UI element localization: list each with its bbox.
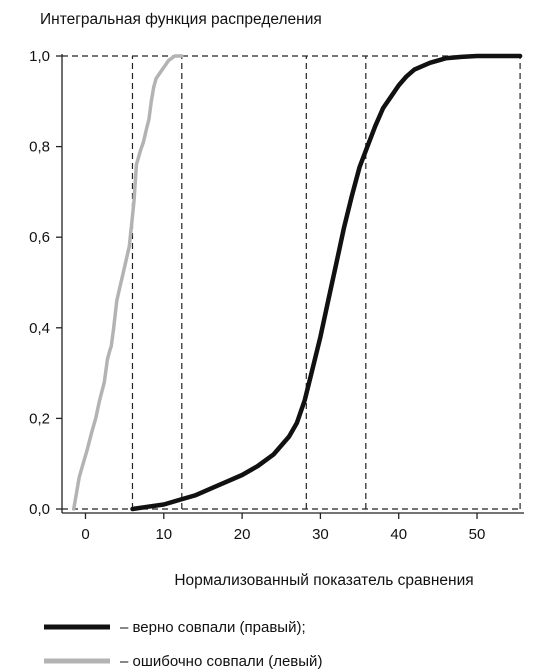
y-tick-label: 0,8 xyxy=(29,139,50,156)
x-ticks: 0 10 20 30 40 50 xyxy=(81,513,485,543)
y-tick-label: 0,0 xyxy=(29,501,50,518)
series-layer xyxy=(71,53,523,512)
x-tick-label: 10 xyxy=(155,526,172,543)
x-tick-label: 40 xyxy=(390,526,407,543)
legend-label-correct: – верно совпали (правый); xyxy=(120,619,306,636)
y-tick-label: 1,0 xyxy=(29,48,50,65)
legend: – верно совпали (правый); – ошибочно сов… xyxy=(44,619,322,670)
reference-lines xyxy=(62,55,521,510)
y-tick-label: 0,4 xyxy=(29,320,50,337)
x-tick-label: 50 xyxy=(469,526,486,543)
x-tick-label: 20 xyxy=(234,526,251,543)
series-line-incorrect xyxy=(71,54,184,511)
x-tick-label: 0 xyxy=(81,526,89,543)
y-axis-title: Интегральная функция распределения xyxy=(40,11,322,28)
x-axis-title: Нормализованный показатель сравнения xyxy=(174,572,473,589)
axes xyxy=(61,54,524,514)
y-tick-label: 0,2 xyxy=(29,410,50,427)
series-line-correct xyxy=(130,53,523,512)
legend-label-incorrect: – ошибочно совпали (левый) xyxy=(120,653,322,670)
x-tick-label: 30 xyxy=(312,526,329,543)
y-tick-label: 0,6 xyxy=(29,229,50,246)
y-ticks: 0,0 0,2 0,4 0,6 0,8 1,0 xyxy=(29,48,62,518)
